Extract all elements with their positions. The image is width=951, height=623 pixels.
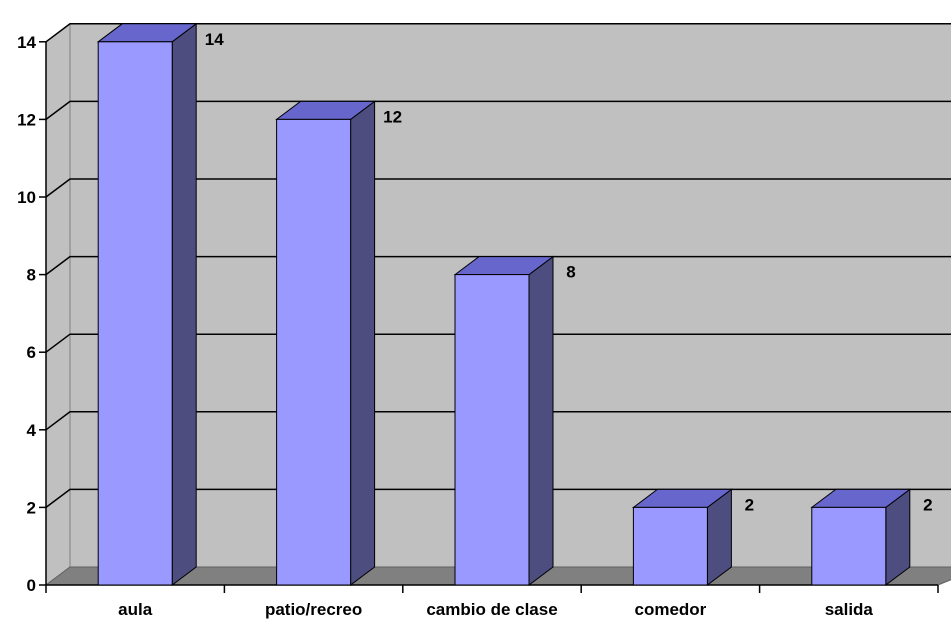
data-label: 8 [566,263,575,282]
x-category-label: patio/recreo [265,600,362,619]
data-labels: 14 12 8 2 2 [205,30,933,515]
x-category-label: comedor [635,600,707,619]
x-category-label: salida [825,600,874,619]
gridline [45,333,951,353]
data-label: 2 [923,495,932,514]
bar [453,255,555,586]
x-category-label: aula [118,600,153,619]
gridlines [45,23,951,508]
bar [275,100,377,586]
gridline [45,100,951,121]
y-tick-label: 4 [27,421,37,440]
bar [96,22,198,586]
y-tick-label: 14 [17,33,36,52]
y-tick-label: 2 [27,498,36,517]
bar-front [97,41,173,586]
gridline [45,255,951,276]
x-category-label: cambio de clase [426,600,557,619]
y-tick-label: 12 [17,110,36,129]
y-tick-label: 0 [27,576,36,595]
gridline [45,178,951,198]
gridline [45,411,951,431]
bar-front [632,506,708,586]
bars [96,22,912,586]
bar-side [350,100,376,586]
y-tick-label: 8 [27,266,36,285]
bar-front [454,274,530,586]
bar-side [171,22,197,586]
bar [810,488,912,586]
y-tick-label: 10 [17,188,36,207]
bar [631,488,733,586]
data-label: 12 [383,107,402,126]
x-category-labels: aula patio/recreo cambio de clase comedo… [118,600,873,619]
gridline [45,23,951,43]
data-label: 14 [205,30,224,49]
side-wall [45,22,71,586]
bar-front [276,118,352,586]
y-tick-label: 6 [27,343,36,362]
data-label: 2 [745,495,754,514]
bar-side [528,255,554,586]
y-tick-labels: 0 2 4 6 8 10 12 14 [17,33,36,595]
bar-front [811,506,887,586]
